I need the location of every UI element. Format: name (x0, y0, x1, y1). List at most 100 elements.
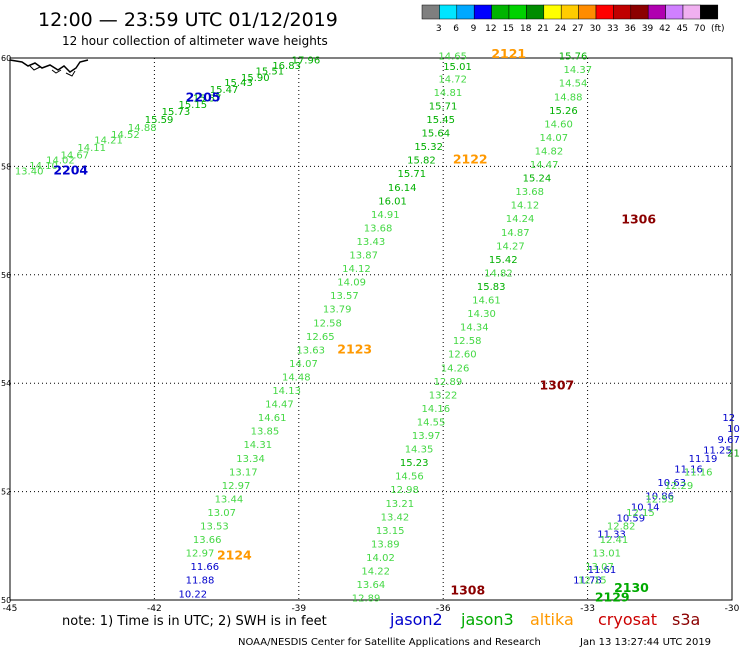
legend-swatch (578, 4, 597, 20)
swh-value: 15.71 (429, 101, 458, 112)
page-title: 12:00 — 23:59 UTC 01/12/2019 (38, 9, 338, 31)
swh-value: 12.65 (306, 332, 335, 343)
pass-label: 2123 (337, 341, 372, 356)
swh-value: 14.24 (506, 214, 535, 225)
swh-value: 13.89 (371, 539, 400, 550)
swh-value: 13.68 (515, 187, 544, 198)
pass-label: 2129 (595, 590, 630, 605)
legend-swatch (439, 4, 458, 20)
swh-value: 13.68 (364, 223, 393, 234)
lat-tick-label: 58 (1, 162, 11, 171)
legend-label: 33 (607, 24, 618, 34)
legend-swatch (526, 4, 545, 20)
swh-value: 13.79 (323, 305, 352, 316)
swh-value: 12.53 (645, 494, 674, 505)
swh-value: 15.45 (426, 115, 455, 126)
legend-label: 70 (694, 24, 706, 34)
coastline-detail (29, 65, 76, 77)
legend-swatch (456, 4, 475, 20)
swh-value: 13.07 (207, 508, 236, 519)
swh-value: 13.22 (429, 390, 458, 401)
swh-value: 15.24 (523, 174, 552, 185)
legend-label: 9 (471, 24, 477, 34)
swh-value: 14.88 (128, 123, 157, 134)
swh-value: 10.59 (616, 513, 645, 524)
swh-value: 13.64 (357, 580, 386, 591)
legend-label: 45 (677, 24, 688, 34)
swh-value: 13.87 (349, 251, 378, 262)
swh-value: 14.10 (29, 161, 58, 172)
swh-value: 15.47 (210, 85, 239, 96)
swh-value: 11.19 (689, 454, 718, 465)
swh-value: 12.41 (600, 535, 629, 546)
swh-value: 15.51 (255, 66, 284, 77)
pass-label: 2205 (186, 89, 221, 104)
swh-value: 14.56 (395, 472, 424, 483)
legend-swatch (665, 4, 684, 20)
swh-value: 15.73 (162, 107, 191, 118)
swh-value: 13.42 (381, 512, 410, 523)
map-frame (9, 57, 733, 601)
swh-value: 13.66 (193, 535, 222, 546)
swh-value: 12.29 (665, 481, 694, 492)
swh-value: 14.27 (496, 241, 525, 252)
swh-value: 10.63 (657, 478, 686, 489)
legend-label: 27 (572, 24, 583, 34)
swh-value: 14.60 (544, 119, 573, 130)
swh-value: 14.11 (77, 143, 106, 154)
swh-value: 12 (722, 413, 735, 424)
swh-value: 11.88 (186, 576, 215, 587)
swh-value: 16.83 (272, 61, 301, 72)
swh-value: 9.67 (718, 435, 740, 446)
swh-value: 14.65 (438, 52, 467, 63)
swh-value: 14.61 (472, 296, 501, 307)
swh-value: 12.58 (453, 336, 482, 347)
swh-value: 14.21 (94, 136, 123, 147)
legend-swatch (630, 4, 649, 20)
pass-label: 1306 (621, 211, 656, 226)
legend-label: 42 (659, 24, 670, 34)
swh-value: 12.15 (626, 508, 655, 519)
swh-value: 10.86 (645, 492, 674, 503)
legend-swatch (595, 4, 614, 20)
swh-value: 14.09 (337, 278, 366, 289)
swh-value: 12.97 (222, 481, 251, 492)
legend-unit: (ft) (711, 24, 725, 34)
legend-label: 18 (520, 24, 532, 34)
legend-swatch (543, 4, 562, 20)
sat-key-s3a: s3a (672, 610, 700, 629)
swh-value: 16.01 (378, 196, 407, 207)
swh-value: 13.97 (412, 431, 441, 442)
lat-tick-label: 60 (1, 54, 11, 63)
lat-tick-label: 56 (1, 271, 11, 280)
swh-value: 15.01 (443, 62, 472, 73)
swh-value: 13.17 (229, 467, 258, 478)
swh-value: 14.02 (46, 156, 75, 167)
legend-label: 30 (590, 24, 602, 34)
swh-value: 15.42 (489, 255, 518, 266)
lat-tick-label: 50 (1, 596, 11, 605)
lon-tick-label: -36 (436, 604, 451, 614)
swh-value: 15.43 (224, 78, 253, 89)
lon-tick-label: -42 (147, 604, 162, 614)
legend-swatch (421, 4, 440, 20)
swh-value: 15.82 (407, 156, 436, 167)
swh-value: 14.12 (511, 201, 540, 212)
swh-value: 14.82 (535, 146, 564, 157)
swh-value: 15.59 (145, 115, 174, 126)
legend-label: 3 (436, 24, 442, 34)
swh-value: 11.61 (588, 565, 617, 576)
swh-value: 13.01 (592, 549, 621, 560)
swh-value: 14.07 (289, 359, 318, 370)
swh-value: 14.37 (564, 65, 593, 76)
swh-value: 14.13 (272, 386, 301, 397)
legend-label: 12 (485, 24, 496, 34)
swh-value: 14.16 (422, 404, 451, 415)
lon-tick-label: -30 (725, 604, 740, 614)
swh-value: 14.81 (434, 88, 463, 99)
swh-value: 13.63 (296, 345, 325, 356)
pass-label: 2121 (491, 46, 526, 61)
swh-value: 14.35 (405, 445, 434, 456)
page-subtitle: 12 hour collection of altimeter wave hei… (62, 34, 328, 48)
